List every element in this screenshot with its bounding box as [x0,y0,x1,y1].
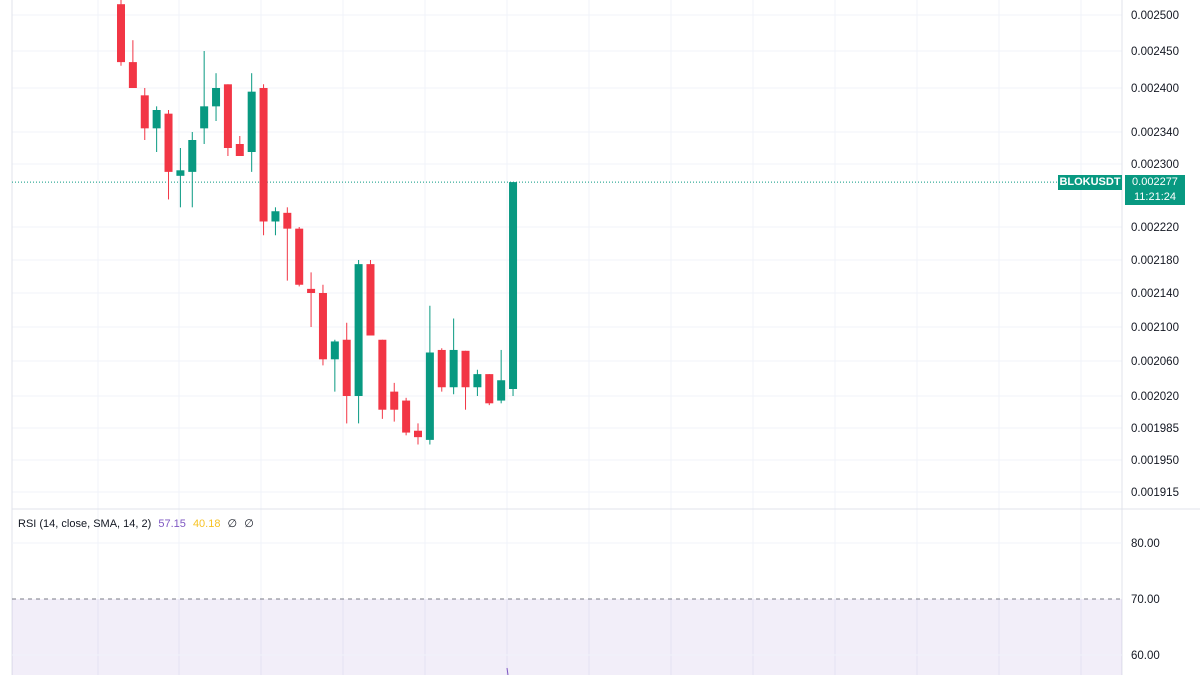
candle-body [497,380,506,401]
candle-body [366,264,375,336]
candle-body [461,350,470,388]
price-tick-label: 0.002340 [1131,127,1179,139]
candle-body [128,62,137,88]
candle-body [307,288,316,293]
candle-body [223,84,232,148]
candle-body [188,140,197,172]
candle-body [247,91,256,152]
candle-body [200,106,209,129]
candle-body [271,211,280,222]
rsi-legend: RSI (14, close, SMA, 14, 2) 57.15 40.18 … [18,517,258,530]
last-price-tag: 0.002277 11:21:24 [1125,175,1185,205]
rsi-tick-label: 60.00 [1131,650,1160,662]
candle-body [212,88,221,107]
candle-body [473,374,482,388]
candle-body [318,293,327,360]
price-tick-label: 0.002020 [1131,391,1179,403]
candle-body [509,182,518,389]
candle-body [235,144,244,156]
price-tick-label: 0.001950 [1131,455,1179,467]
candle-body [176,170,185,176]
symbol-tag: BLOKUSDT [1058,175,1122,190]
rsi-extra-1: ∅ [227,518,238,530]
candle-body [164,113,173,172]
candle-body [402,400,411,433]
candle-body [330,341,339,360]
candle-body [295,228,304,285]
rsi-line [506,667,509,675]
price-tick-label: 0.002500 [1131,10,1179,22]
candle-body [390,391,399,410]
candle-body [140,95,149,129]
rsi-tick-label: 80.00 [1131,538,1160,550]
rsi-legend-title: RSI (14, close, SMA, 14, 2) [18,518,152,530]
candle-body [342,339,351,396]
price-tick-label: 0.002220 [1131,222,1179,234]
price-tick-label: 0.001915 [1131,487,1179,499]
candle-body [449,349,458,388]
rsi-sma-value: 40.18 [192,518,221,530]
candle-body [283,212,292,229]
price-tick-label: 0.002300 [1131,159,1179,171]
candle-body [485,374,494,404]
rsi-value: 57.15 [158,518,186,530]
price-tick-label: 0.002140 [1131,288,1179,300]
candle-body [117,4,125,63]
candle-countdown: 11:21:24 [1133,191,1176,203]
candle-body [354,264,363,396]
price-tick-label: 0.002100 [1131,322,1179,334]
candle-body [425,352,434,440]
candle-body [378,339,387,410]
rsi-band-fill [12,599,1122,675]
rsi-extra-2: ∅ [244,518,254,530]
rsi-tick-label: 70.00 [1131,594,1160,606]
price-tick-label: 0.002060 [1131,356,1179,368]
candle-body [437,349,446,388]
price-tick-label: 0.001985 [1131,423,1179,435]
candle-body [414,430,422,438]
last-price: 0.002277 [1132,176,1178,188]
price-tick-label: 0.002180 [1131,255,1179,267]
price-tick-label: 0.002400 [1131,83,1179,95]
candle-body [152,110,161,129]
price-tick-label: 0.002450 [1131,46,1179,58]
candle-body [259,88,268,222]
